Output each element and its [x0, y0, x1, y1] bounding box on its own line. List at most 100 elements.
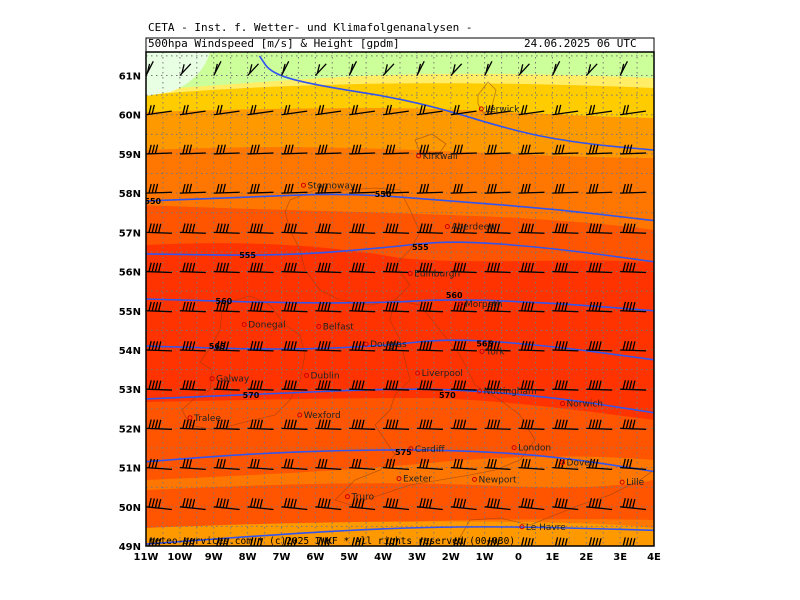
barb-feather	[595, 419, 599, 429]
city-label: Belfast	[323, 322, 355, 332]
barb-staff	[146, 110, 172, 116]
wind-barb	[450, 63, 463, 76]
lon-label: 3W	[408, 552, 426, 563]
barb-feather	[561, 183, 565, 193]
barb-feather	[351, 183, 356, 194]
city-label: Liverpool	[422, 369, 463, 379]
barb-feather	[385, 144, 389, 154]
barb-feather	[554, 262, 559, 272]
wind-barb	[586, 458, 613, 471]
wind-barb	[484, 458, 511, 471]
barb-feather	[225, 498, 230, 509]
wind-barb	[382, 104, 409, 116]
barb-feather	[419, 262, 423, 272]
barb-feather	[225, 341, 230, 351]
barb-feather	[496, 341, 501, 351]
wind-barb	[213, 419, 240, 430]
barb-feather	[327, 498, 331, 509]
barb-feather	[317, 105, 322, 115]
barb-staff	[551, 60, 561, 76]
barb-feather	[317, 340, 322, 351]
barb-staff	[450, 110, 477, 116]
barb-feather	[317, 183, 322, 194]
city-label: London	[518, 444, 551, 454]
barb-feather	[564, 302, 568, 312]
barb-feather	[283, 301, 288, 312]
barb-feather	[219, 537, 223, 546]
barb-feather	[391, 223, 396, 233]
wind-barb	[146, 340, 173, 352]
speed-band-7	[146, 52, 654, 90]
barb-feather	[283, 262, 288, 272]
barb-feather	[256, 223, 260, 233]
barb-staff	[383, 191, 410, 194]
barb-feather	[598, 498, 602, 509]
barb-feather	[588, 144, 593, 154]
city-label: Truro	[351, 493, 375, 503]
barb-feather	[188, 341, 193, 351]
barb-feather	[557, 498, 562, 508]
contour-label: 565	[209, 342, 226, 351]
barb-feather	[493, 459, 497, 469]
barb-feather	[595, 341, 599, 351]
barb-feather	[185, 341, 189, 351]
barb-feather	[422, 262, 426, 272]
barb-feather	[557, 419, 562, 429]
wind-barb	[518, 380, 545, 391]
barb-feather	[594, 498, 599, 508]
barb-feather	[628, 459, 633, 469]
barb-staff	[484, 191, 511, 194]
barb-feather	[595, 183, 599, 193]
barb-feather	[625, 104, 630, 115]
barb-feather	[219, 498, 223, 508]
barb-feather	[148, 537, 152, 546]
barb-feather	[361, 262, 365, 273]
barb-feather	[385, 497, 389, 508]
wind-barb	[585, 63, 598, 76]
barb-feather	[219, 341, 223, 351]
barb-feather	[591, 341, 596, 351]
wind-barb	[349, 458, 376, 471]
wind-barb	[146, 144, 173, 155]
barb-feather	[185, 380, 189, 390]
wind-barb	[383, 419, 410, 430]
barb-staff	[213, 466, 240, 471]
barb-feather	[256, 183, 260, 193]
wind-barb	[247, 340, 274, 352]
barb-feather	[557, 262, 562, 272]
barb-feather	[324, 223, 328, 233]
lon-label: 3E	[613, 552, 627, 563]
barb-feather	[459, 380, 464, 390]
wind-barb	[213, 104, 240, 116]
wind-barb	[620, 104, 646, 116]
barb-feather	[557, 183, 562, 194]
barb-feather	[182, 419, 186, 429]
contour-label: 570	[439, 391, 456, 400]
barb-feather	[182, 458, 186, 468]
barb-feather	[625, 537, 630, 546]
barb-feather	[419, 380, 423, 390]
barb-feather	[154, 301, 159, 312]
barb-feather	[351, 458, 356, 468]
datetime-label: 24.06.2025 06 UTC	[524, 37, 637, 50]
city-dot	[300, 182, 306, 188]
barb-feather	[287, 144, 291, 154]
barb-feather	[191, 341, 196, 351]
barb-staff	[247, 152, 274, 155]
barb-feather	[425, 380, 430, 390]
wind-barb	[247, 380, 274, 391]
barb-staff	[383, 152, 410, 155]
barb-feather	[185, 144, 189, 154]
barb-feather	[290, 419, 294, 429]
barb-feather	[490, 458, 494, 469]
barb-feather	[391, 262, 396, 273]
barb-feather	[520, 419, 525, 429]
wind-barb	[146, 262, 173, 274]
barb-feather	[622, 262, 626, 272]
barb-feather	[462, 262, 467, 273]
wind-barb	[450, 497, 477, 511]
barb-feather	[148, 223, 152, 233]
barb-feather	[361, 498, 365, 509]
barb-feather	[320, 223, 325, 233]
barb-feather	[185, 498, 189, 508]
